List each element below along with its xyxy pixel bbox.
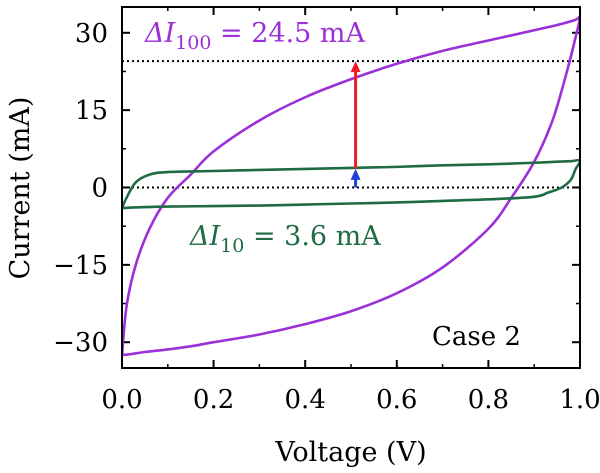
y-tick-label-4: 30 <box>75 19 108 49</box>
plot-frame <box>121 6 581 369</box>
annotation-delta-i10-var: I <box>209 221 222 252</box>
y-tick-label-3: 15 <box>75 96 108 126</box>
x-tick-labels: 0.0 0.2 0.4 0.6 0.8 1.0 <box>101 385 600 415</box>
reference-lines <box>122 60 580 189</box>
y-tick-label-2: 0 <box>91 174 108 204</box>
series-curve-1 <box>122 158 580 210</box>
arrow-head-0 <box>350 61 361 73</box>
y-axis-label: Current (mA) <box>5 97 36 280</box>
axis-ticks <box>121 7 581 368</box>
case-label: Case 2 <box>432 322 521 352</box>
annotation-delta-i10-delta: Δ <box>189 221 210 252</box>
series-curve-0 <box>122 14 580 357</box>
annotation-delta-i10-sub: 10 <box>220 235 244 257</box>
annotation-delta-i100: ΔI100 = 24.5 mA <box>144 18 366 54</box>
x-tick-label-1: 0.2 <box>193 385 234 415</box>
x-tick-label-5: 1.0 <box>559 385 600 415</box>
series-layer <box>122 14 580 357</box>
x-tick-label-0: 0.0 <box>101 385 142 415</box>
annotation-delta-i100-var: I <box>164 18 177 49</box>
x-axis-label: Voltage (V) <box>274 437 426 468</box>
y-tick-labels: −30 −15 0 15 30 <box>53 19 108 358</box>
arrow-layer <box>350 61 361 188</box>
annotation-delta-i100-sub: 100 <box>175 32 211 54</box>
x-tick-label-3: 0.6 <box>376 385 417 415</box>
annotation-delta-i100-value: = 24.5 mA <box>211 18 365 49</box>
annotation-delta-i10: ΔI10 = 3.6 mA <box>189 221 381 257</box>
annotation-delta-i10-value: = 3.6 mA <box>244 221 381 252</box>
y-tick-label-1: −15 <box>53 251 108 281</box>
arrow-head-1 <box>350 168 361 180</box>
y-tick-label-0: −30 <box>53 328 108 358</box>
x-tick-label-4: 0.8 <box>468 385 509 415</box>
x-tick-label-2: 0.4 <box>285 385 326 415</box>
annotation-delta-i100-delta: Δ <box>144 18 165 49</box>
